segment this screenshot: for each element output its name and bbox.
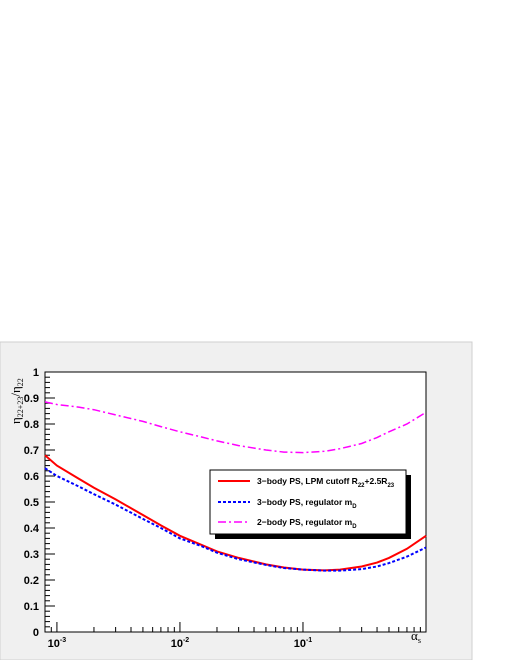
y-tick-label: 0	[33, 627, 39, 639]
y-ticks	[45, 371, 55, 633]
legend: 3−body PS, LPM cutoff R22+2.5R23 3−body …	[209, 469, 411, 539]
legend-label-3body-lpm: 3−body PS, LPM cutoff R22+2.5R23	[257, 476, 395, 489]
x-axis-title: αs	[411, 628, 421, 645]
x-minor-ticks	[44, 627, 421, 632]
y-tick-label: 0.8	[24, 419, 39, 431]
y-tick-label: 0.4	[24, 523, 40, 535]
series-line-3body-lpm	[44, 454, 427, 572]
y-tick-label: 0.9	[24, 393, 39, 405]
y-tick-label: 0.6	[24, 471, 39, 483]
x-tick-label-1e-2: 10-2	[171, 637, 190, 650]
y-tick-label: 0.2	[24, 575, 39, 587]
y-tick-label: 0.7	[24, 445, 39, 457]
legend-label-3body-regulator: 3−body PS, regulator mD	[257, 497, 357, 510]
y-tick-label: 1	[33, 367, 39, 379]
legend-label-2body-regulator: 2−body PS, regulator mD	[257, 517, 357, 530]
series-line-2body-regulator	[44, 401, 427, 454]
y-tick-labels: 0 0.1 0.2 0.3 0.4 0.5 0.6 0.7 0.8 0.9 1	[24, 367, 40, 639]
svg-text:10-3: 10-3	[48, 637, 67, 650]
y-tick-label: 0.3	[24, 549, 39, 561]
x-major-ticks	[56, 622, 427, 632]
svg-text:10-2: 10-2	[171, 637, 190, 650]
canvas-border	[0, 341, 473, 660]
x-tick-label-1e-3: 10-3	[48, 637, 67, 650]
x-tick-label-1e-1: 10-1	[294, 637, 313, 650]
y-tick-label: 0.5	[24, 497, 39, 509]
y-tick-label: 0.1	[24, 601, 39, 613]
svg-text:10-1: 10-1	[294, 637, 313, 650]
y-axis-title: η22+23/η22	[8, 378, 25, 424]
